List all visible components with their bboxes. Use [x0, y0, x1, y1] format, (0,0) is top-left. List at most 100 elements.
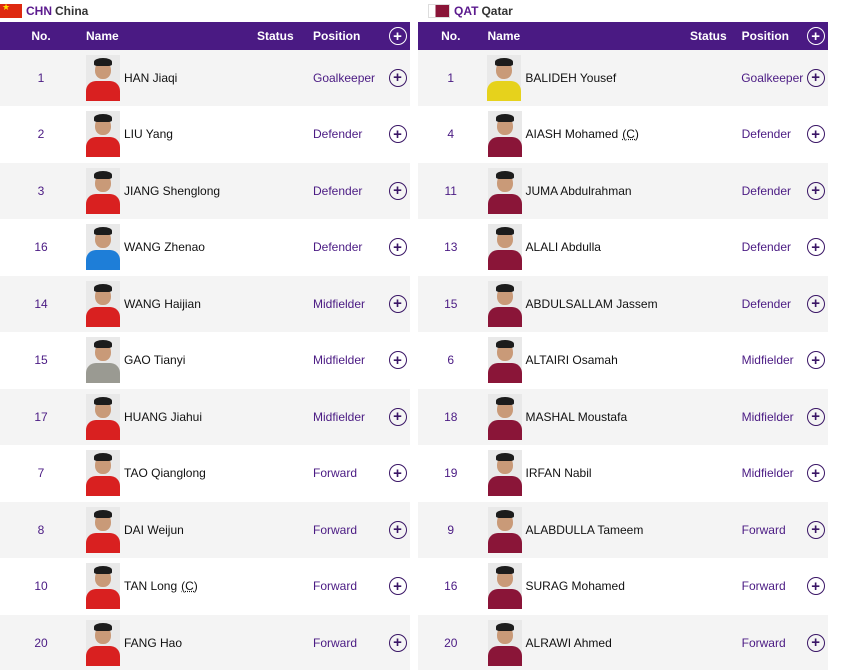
- column-position[interactable]: Position: [313, 29, 361, 43]
- player-row[interactable]: 16 WANG Zhenao Defender +: [0, 219, 410, 276]
- player-row[interactable]: 16 SURAG Mohamed Forward +: [418, 558, 828, 615]
- player-photo[interactable]: [86, 111, 120, 158]
- plus-circle-icon[interactable]: +: [806, 125, 825, 144]
- column-status[interactable]: Status: [257, 29, 294, 43]
- player-photo[interactable]: [487, 111, 522, 158]
- player-name[interactable]: MASHAL Moustafa: [525, 409, 628, 424]
- player-row[interactable]: 20 ALRAWI Ahmed Forward +: [418, 615, 828, 670]
- player-photo[interactable]: [86, 167, 120, 214]
- player-name[interactable]: WANG Haijian: [124, 296, 201, 311]
- player-row[interactable]: 7 TAO Qianglong Forward +: [0, 445, 410, 502]
- player-row[interactable]: 4 AIASH Mohamed (C) Defender +: [418, 106, 828, 163]
- column-no[interactable]: No.: [31, 29, 51, 43]
- player-row[interactable]: 8 DAI Weijun Forward +: [0, 502, 410, 559]
- player-row[interactable]: 10 TAN Long (C) Forward +: [0, 558, 410, 615]
- player-photo[interactable]: [86, 224, 120, 271]
- player-name[interactable]: DAI Weijun: [124, 522, 184, 537]
- player-photo[interactable]: [487, 167, 522, 214]
- player-row[interactable]: 1 HAN Jiaqi Goalkeeper +: [0, 50, 410, 107]
- plus-circle-icon[interactable]: +: [388, 125, 407, 144]
- player-photo[interactable]: [487, 450, 522, 497]
- plus-circle-icon[interactable]: +: [388, 464, 407, 483]
- plus-circle-icon[interactable]: +: [388, 520, 407, 539]
- plus-circle-icon[interactable]: +: [806, 407, 825, 426]
- plus-circle-icon[interactable]: +: [806, 351, 825, 370]
- player-row[interactable]: 18 MASHAL Moustafa Midfielder +: [418, 389, 828, 446]
- player-name[interactable]: LIU Yang: [124, 127, 173, 142]
- player-photo[interactable]: [86, 450, 120, 497]
- player-name[interactable]: AIASH Mohamed: [525, 127, 619, 142]
- plus-circle-icon[interactable]: +: [388, 238, 407, 257]
- plus-circle-icon[interactable]: +: [388, 351, 407, 370]
- player-row[interactable]: 6 ALTAIRI Osamah Midfielder +: [418, 332, 828, 389]
- player-photo[interactable]: [487, 506, 522, 553]
- column-status[interactable]: Status: [690, 29, 727, 43]
- player-name[interactable]: FANG Hao: [124, 635, 183, 650]
- player-list: 1 BALIDEH Yousef Goalkeeper +4 AIASH Mohamed…: [418, 50, 828, 670]
- player-name[interactable]: ALRAWI Ahmed: [525, 635, 612, 650]
- player-photo[interactable]: [487, 224, 522, 271]
- player-name[interactable]: JIANG Shenglong: [124, 183, 221, 198]
- player-name[interactable]: ABDULSALLAM Jassem: [525, 296, 658, 311]
- player-row[interactable]: 2 LIU Yang Defender +: [0, 106, 410, 163]
- player-row[interactable]: 13 ALALI Abdulla Defender +: [418, 219, 828, 276]
- player-photo[interactable]: [86, 280, 120, 327]
- plus-circle-icon[interactable]: +: [388, 294, 407, 313]
- player-photo[interactable]: [487, 393, 522, 440]
- player-name[interactable]: IRFAN Nabil: [525, 466, 592, 481]
- player-name[interactable]: HAN Jiaqi: [124, 70, 178, 85]
- plus-circle-icon[interactable]: +: [388, 633, 407, 652]
- player-row[interactable]: 15 ABDULSALLAM Jassem Defender +: [418, 276, 828, 333]
- player-name-cell: ALABDULLA Tameem: [484, 506, 691, 553]
- player-photo[interactable]: [86, 619, 120, 666]
- plus-circle-icon[interactable]: +: [806, 181, 825, 200]
- player-photo[interactable]: [487, 54, 522, 101]
- player-name[interactable]: ALTAIRI Osamah: [525, 353, 618, 368]
- column-position[interactable]: Position: [741, 29, 789, 43]
- player-name[interactable]: GAO Tianyi: [124, 353, 186, 368]
- player-name[interactable]: JUMA Abdulrahman: [525, 183, 632, 198]
- player-name[interactable]: HUANG Jiahui: [124, 409, 203, 424]
- column-name[interactable]: Name: [487, 29, 521, 43]
- player-row[interactable]: 20 FANG Hao Forward +: [0, 615, 410, 670]
- player-photo[interactable]: [487, 337, 522, 384]
- player-name[interactable]: SURAG Mohamed: [525, 579, 625, 594]
- player-row[interactable]: 9 ALABDULLA Tameem Forward +: [418, 502, 828, 559]
- plus-circle-icon[interactable]: +: [806, 68, 825, 87]
- player-photo[interactable]: [86, 54, 120, 101]
- player-photo[interactable]: [487, 563, 522, 610]
- player-row[interactable]: 1 BALIDEH Yousef Goalkeeper +: [418, 50, 828, 107]
- player-photo[interactable]: [86, 337, 120, 384]
- plus-circle-icon[interactable]: +: [806, 294, 825, 313]
- plus-circle-icon[interactable]: +: [806, 577, 825, 596]
- player-row[interactable]: 14 WANG Haijian Midfielder +: [0, 276, 410, 333]
- player-name[interactable]: TAO Qianglong: [124, 466, 206, 481]
- player-name[interactable]: WANG Zhenao: [124, 240, 205, 255]
- column-name[interactable]: Name: [86, 29, 119, 43]
- player-name[interactable]: ALALI Abdulla: [525, 240, 601, 255]
- plus-circle-icon[interactable]: +: [806, 238, 825, 257]
- column-no[interactable]: No.: [441, 29, 461, 43]
- player-photo[interactable]: [487, 280, 522, 327]
- player-photo[interactable]: [487, 619, 522, 666]
- player-name[interactable]: BALIDEH Yousef: [525, 70, 617, 85]
- plus-circle-icon[interactable]: +: [388, 577, 407, 596]
- add-all-button[interactable]: +: [388, 27, 407, 45]
- player-photo[interactable]: [86, 563, 120, 610]
- player-row[interactable]: 17 HUANG Jiahui Midfielder +: [0, 389, 410, 446]
- plus-circle-icon[interactable]: +: [388, 181, 407, 200]
- add-all-button[interactable]: +: [806, 27, 825, 45]
- player-row[interactable]: 11 JUMA Abdulrahman Defender +: [418, 163, 828, 220]
- player-row[interactable]: 3 JIANG Shenglong Defender +: [0, 163, 410, 220]
- player-row[interactable]: 19 IRFAN Nabil Midfielder +: [418, 445, 828, 502]
- player-photo[interactable]: [86, 506, 120, 553]
- player-name[interactable]: ALABDULLA Tameem: [525, 522, 644, 537]
- player-photo[interactable]: [86, 393, 120, 440]
- plus-circle-icon[interactable]: +: [806, 464, 825, 483]
- player-name[interactable]: TAN Long: [124, 579, 178, 594]
- plus-circle-icon[interactable]: +: [388, 407, 407, 426]
- plus-circle-icon[interactable]: +: [806, 520, 825, 539]
- plus-circle-icon[interactable]: +: [806, 633, 825, 652]
- plus-circle-icon[interactable]: +: [388, 68, 407, 87]
- player-row[interactable]: 15 GAO Tianyi Midfielder +: [0, 332, 410, 389]
